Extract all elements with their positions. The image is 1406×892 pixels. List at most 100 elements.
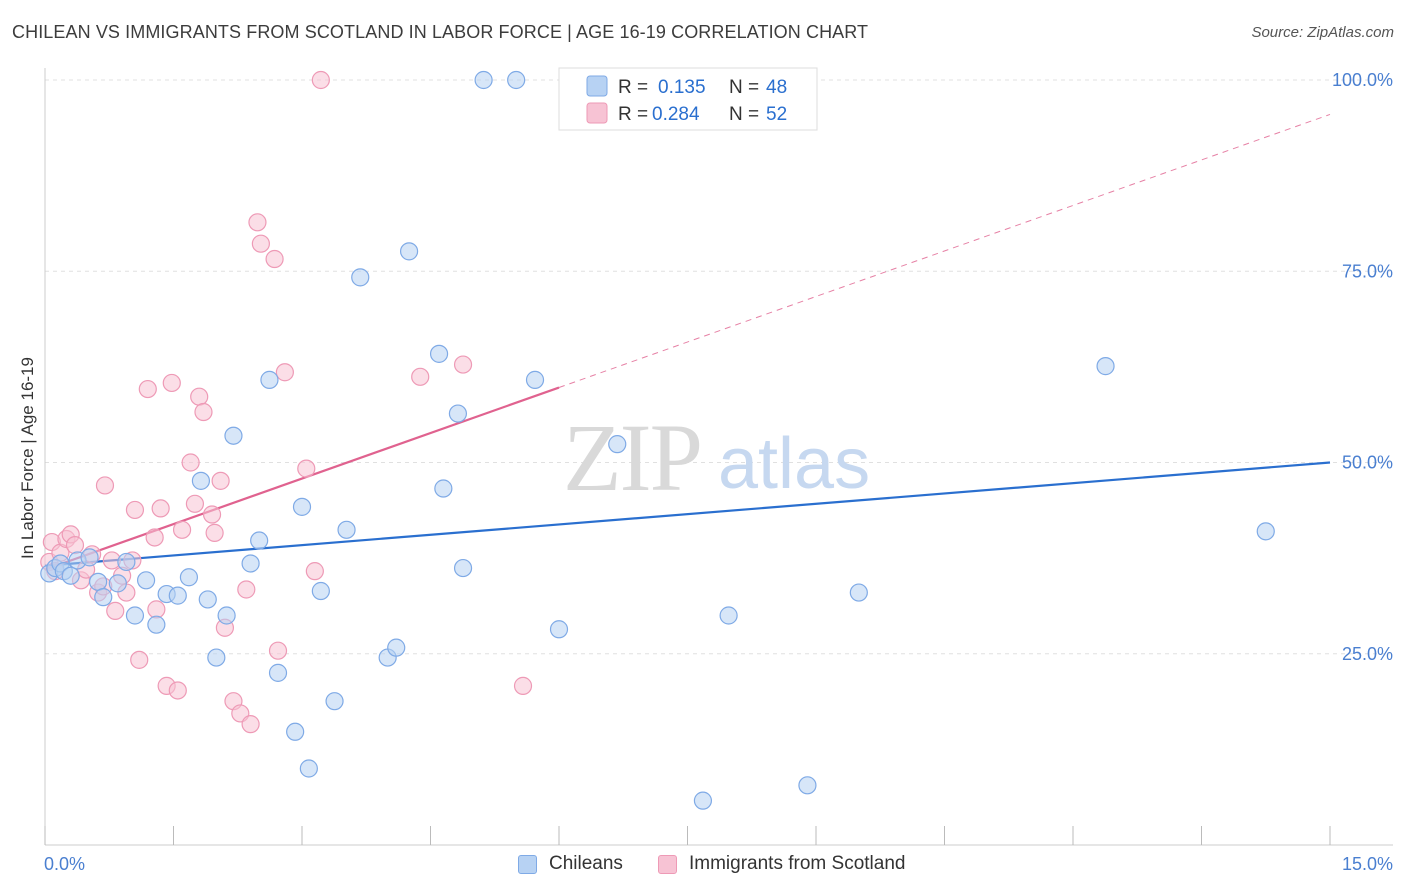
trend-line-scotland [44,386,560,571]
point-chilean [191,471,211,490]
point-scotland [194,402,213,422]
point-chilean [224,426,243,445]
point-scotland [172,520,192,539]
tick-labels: 25.0% 50.0% 75.0% 100.0% 0.0% 15.0% [44,70,1393,874]
point-scotland [145,528,164,547]
legend-swatch-chileans [586,75,608,97]
watermark: ZIP atlas [563,404,870,511]
point-scotland [185,494,205,513]
point-chilean [207,648,226,667]
point-chilean [260,370,279,389]
legend-n-label-1: N = [729,77,759,98]
point-scotland [130,650,149,669]
legend-r-value-2: 0.284 [652,104,700,125]
point-scotland [138,379,157,399]
point-scotland [205,523,224,542]
point-chilean [117,552,136,572]
chart-source: Source: ZipAtlas.com [1251,24,1394,41]
point-chilean [337,520,356,539]
point-chilean [168,586,187,605]
point-scotland [162,373,181,393]
y-tick-label: 75.0% [1342,261,1393,281]
y-tick-label: 25.0% [1342,644,1393,664]
watermark-zip: ZIP [563,404,701,511]
bottom-legend-scotland: Immigrants from Scotland [658,852,905,876]
legend-swatch-pink [658,854,677,874]
point-chilean [268,663,288,682]
legend-swatch-blue [518,854,537,874]
watermark-atlas: atlas [718,424,870,504]
point-chilean [351,268,370,287]
y-tick-label: 100.0% [1332,70,1393,90]
point-chilean [136,571,156,590]
y-axis-label: In Labor Force | Age 16-19 [18,357,37,559]
point-chilean [325,692,344,711]
point-chilean [1256,522,1275,541]
point-chilean [61,566,80,585]
point-scotland [147,600,166,619]
point-chilean [250,531,269,550]
point-scotland [297,459,316,478]
point-chilean [179,568,199,587]
point-scotland [411,367,430,386]
point-scotland [151,499,170,518]
axes [44,68,1393,846]
point-chilean [608,435,627,454]
grid-lines [45,79,1390,655]
point-chilean [387,638,406,657]
y-tick-label: 50.0% [1342,453,1393,473]
point-scotland [453,355,473,374]
point-chilean [80,548,99,567]
point-scotland [265,249,284,269]
point-scotland [248,213,267,232]
data-points [40,70,1275,810]
point-scotland [65,536,85,555]
point-chilean [292,497,312,516]
point-chilean [89,572,108,591]
legend-swatch-scotland [586,102,608,124]
point-scotland [275,363,294,382]
point-scotland [268,641,288,660]
point-scotland [168,681,187,700]
stats-legend: R = 0.135 N = 48 R = 0.284 N = 52 [558,67,818,131]
point-chilean [125,606,145,625]
point-chilean [311,581,330,601]
bottom-legend-label-chileans: Chileans [549,853,623,874]
point-scotland [125,500,145,520]
point-scotland [237,580,256,599]
trend-line-scotland-extension [558,113,1331,389]
x-tick-label: 0.0% [44,854,85,874]
point-chilean [798,776,817,795]
bottom-legend-label-scotland: Immigrants from Scotland [689,853,906,874]
chart-title: CHILEAN VS IMMIGRANTS FROM SCOTLAND IN L… [12,22,869,42]
x-tick-label: 15.0% [1342,854,1393,874]
point-scotland [241,715,260,734]
legend-r-label-2: R = [618,104,648,125]
point-chilean [241,554,260,573]
point-chilean [94,588,113,607]
legend-r-label-1: R = [618,77,648,98]
point-chilean [429,344,449,363]
point-chilean [474,70,493,90]
point-chilean [1096,357,1115,376]
point-chilean [434,479,453,498]
legend-r-value-1: 0.135 [658,77,706,98]
point-scotland [311,70,330,90]
point-chilean [198,590,217,609]
point-chilean [299,759,318,778]
point-chilean [399,242,419,261]
point-chilean [507,70,526,90]
point-chilean [453,558,473,578]
point-chilean [849,583,868,602]
point-chilean [693,791,713,810]
legend-n-value-1: 48 [766,77,787,98]
legend-n-label-2: N = [729,104,759,125]
point-scotland [181,453,200,472]
point-chilean [147,615,166,634]
point-chilean [549,620,569,639]
point-chilean [286,722,305,741]
point-chilean [525,370,545,389]
point-scotland [305,562,324,581]
point-scotland [106,601,125,621]
